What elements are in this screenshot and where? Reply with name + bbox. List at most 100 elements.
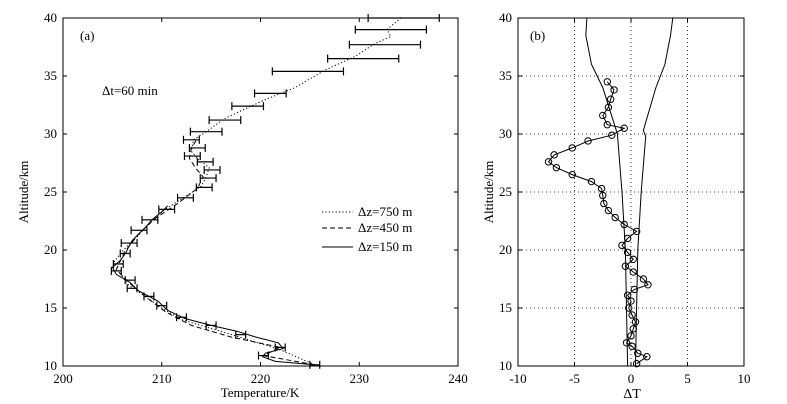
panel-a-ytick-label: 15 (44, 300, 57, 315)
delta-t-marker (599, 191, 607, 200)
legend-label-750: Δz=750 m (358, 204, 412, 219)
legend: Δz=750 m Δz=450 m Δz=150 m (322, 204, 412, 254)
delta-t-marker (599, 111, 607, 120)
error-bar (354, 25, 427, 34)
delta-t-marker (628, 311, 636, 319)
panel-a-ytick-label: 35 (44, 68, 57, 83)
error-bar (196, 157, 214, 166)
panel-a-ytick-label: 20 (44, 242, 57, 257)
delta-t-marker (623, 291, 632, 299)
delta-t-marker (568, 170, 576, 179)
delta-t-marker (634, 349, 642, 357)
delta-t-marker (604, 206, 613, 215)
panel-b-xtick-label: 0 (628, 371, 635, 386)
delta-t-marker (630, 285, 639, 294)
error-bar (176, 193, 194, 202)
delta-t-marker (644, 281, 652, 289)
panel-a: 200 210 220 230 240 10 15 20 25 30 35 40 (a) Δt=60 … (16, 10, 468, 400)
panel-a-ylabel: Altitude/km (16, 161, 31, 224)
panel-b-xtick-label: -5 (569, 371, 580, 386)
envelope-right (635, 17, 674, 367)
delta-t-marker (627, 332, 635, 340)
error-bar (119, 249, 131, 258)
error-bar (188, 143, 206, 152)
error-bar (183, 152, 201, 161)
panel-a-ytick-label: 40 (44, 10, 57, 25)
error-bar (110, 266, 122, 275)
delta-t-marker (584, 137, 592, 145)
delta-t-marker (621, 262, 630, 270)
delta-t-marker (632, 359, 641, 368)
delta-t-marker (628, 342, 636, 350)
panel-b-xtick-label: 10 (738, 371, 751, 386)
error-bar (112, 259, 124, 268)
error-bar (309, 360, 321, 369)
error-bar (195, 183, 213, 192)
error-bar (126, 284, 138, 293)
panel-b-ylabel: Altitude/km (481, 161, 496, 224)
panel-a-xtick-label: 210 (152, 371, 172, 386)
error-bar (203, 165, 221, 174)
panel-b-ytick-label: 25 (499, 184, 512, 199)
delta-t-marker (618, 241, 626, 250)
panel-a-xtick-label: 230 (350, 371, 370, 386)
error-bar (271, 67, 345, 76)
panel-b-ytick-label: 30 (499, 126, 512, 141)
error-bar (175, 313, 188, 322)
error-bar (235, 330, 247, 339)
delta-t-marker (604, 103, 613, 112)
error-bar (367, 14, 440, 22)
delta-t-marker (603, 78, 611, 86)
panel-a-xtick-label: 200 (53, 371, 73, 386)
delta-t-marker (608, 131, 616, 139)
panel-a-series (111, 17, 402, 366)
error-bar (141, 215, 159, 224)
delta-t-marker (620, 220, 628, 229)
legend-label-450: Δz=450 m (358, 220, 412, 235)
delta-t-marker (631, 318, 640, 326)
delta-t-marker (625, 304, 633, 312)
delta-t-marker (587, 177, 596, 186)
error-bar (208, 116, 242, 125)
error-bar (158, 205, 176, 214)
delta-t-marker (544, 158, 553, 166)
panel-a-ytick-label: 25 (44, 184, 57, 199)
delta-t-marker (600, 199, 608, 208)
series-line-2 (111, 205, 315, 366)
delta-t-marker (627, 297, 635, 305)
annotation-dt: Δt=60 min (102, 83, 158, 98)
delta-t-marker (623, 234, 632, 243)
error-bar (189, 127, 223, 136)
panel-b-label: (b) (530, 28, 545, 43)
delta-t-marker (610, 86, 618, 94)
error-bar (327, 54, 400, 63)
error-bar (274, 343, 286, 352)
error-bar (348, 40, 422, 49)
delta-t-marker (623, 248, 632, 257)
error-bar (156, 301, 168, 310)
delta-t-marker (611, 213, 619, 222)
error-bar (120, 239, 138, 248)
panel-b-xtick-label: 5 (684, 371, 691, 386)
panel-b-ytick-label: 40 (499, 10, 512, 25)
error-bar (124, 276, 136, 285)
panel-b-ytick-label: 15 (499, 300, 512, 315)
error-bar (231, 102, 265, 111)
panel-b-series (544, 17, 674, 368)
panel-a-error-bars (110, 14, 440, 369)
panel-a-ytick-label: 10 (44, 358, 57, 373)
envelope-left (585, 17, 629, 367)
panel-a-label: (a) (80, 28, 94, 43)
panel-b-ytick-label: 10 (499, 358, 512, 373)
panel-a-ytick-label: 30 (44, 126, 57, 141)
delta-t-marker (620, 124, 628, 132)
panel-a-xlabel: Temperature/K (221, 385, 300, 400)
series-line-1 (115, 138, 315, 366)
panel-a-xtick-label: 240 (448, 371, 468, 386)
delta-t-marker (550, 151, 558, 159)
delta-t-marker (622, 339, 631, 347)
delta-t-marker (629, 255, 637, 263)
panel-b-grid (518, 18, 744, 366)
delta-t-marker (639, 275, 648, 283)
